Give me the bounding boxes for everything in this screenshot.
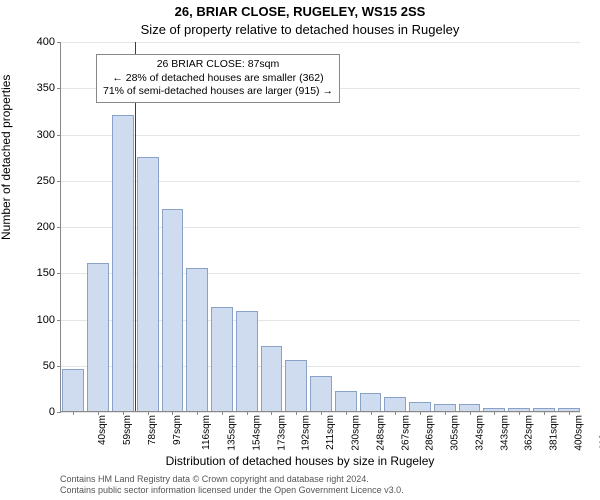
xtick-label: 59sqm	[122, 415, 133, 445]
histogram-bar	[137, 157, 159, 411]
ytick-label: 400	[37, 36, 61, 48]
histogram-bar	[384, 397, 406, 411]
xtick-mark	[470, 411, 471, 415]
ytick-label: 300	[37, 129, 61, 141]
xtick-label: 154sqm	[252, 415, 263, 451]
histogram-bar	[409, 402, 431, 411]
xtick-label: 343sqm	[499, 415, 510, 451]
histogram-bar	[310, 376, 332, 411]
xtick-label: 230sqm	[351, 415, 362, 451]
xtick-label: 267sqm	[400, 415, 411, 451]
credits-line1: Contains HM Land Registry data © Crown c…	[60, 474, 404, 485]
histogram-bar	[335, 391, 357, 411]
ytick-label: 0	[49, 406, 61, 418]
histogram-bar	[236, 311, 258, 411]
histogram-bar	[434, 404, 456, 411]
histogram-bar	[87, 263, 109, 411]
xtick-mark	[544, 411, 545, 415]
ytick-label: 200	[37, 221, 61, 233]
credits: Contains HM Land Registry data © Crown c…	[60, 474, 404, 496]
xtick-label: 97sqm	[172, 415, 183, 445]
xtick-mark	[296, 411, 297, 415]
histogram-bar	[186, 268, 208, 411]
histogram-bar	[62, 369, 84, 411]
xtick-mark	[420, 411, 421, 415]
xtick-mark	[346, 411, 347, 415]
y-axis-label: Number of detached properties	[0, 75, 13, 240]
xtick-mark	[123, 411, 124, 415]
credits-line2: Contains public sector information licen…	[60, 485, 404, 496]
xtick-mark	[271, 411, 272, 415]
xtick-label: 78sqm	[147, 415, 158, 445]
xtick-mark	[98, 411, 99, 415]
xtick-mark	[569, 411, 570, 415]
xtick-label: 381sqm	[549, 415, 560, 451]
plot-area: 05010015020025030035040040sqm59sqm78sqm9…	[60, 42, 580, 412]
histogram-bar	[261, 346, 283, 411]
xtick-mark	[197, 411, 198, 415]
histogram-bar	[285, 360, 307, 411]
xtick-label: 400sqm	[573, 415, 584, 451]
xtick-mark	[494, 411, 495, 415]
xtick-mark	[321, 411, 322, 415]
histogram-bar	[459, 404, 481, 411]
ytick-label: 350	[37, 82, 61, 94]
xtick-label: 192sqm	[301, 415, 312, 451]
xtick-label: 324sqm	[474, 415, 485, 451]
histogram-bar	[112, 115, 134, 411]
xtick-label: 40sqm	[97, 415, 108, 445]
xtick-mark	[371, 411, 372, 415]
xtick-label: 305sqm	[450, 415, 461, 451]
xtick-mark	[445, 411, 446, 415]
xtick-mark	[519, 411, 520, 415]
xtick-label: 286sqm	[425, 415, 436, 451]
xtick-mark	[247, 411, 248, 415]
xtick-mark	[395, 411, 396, 415]
ytick-label: 150	[37, 267, 61, 279]
chart-title-address: 26, BRIAR CLOSE, RUGELEY, WS15 2SS	[0, 4, 600, 19]
xtick-label: 116sqm	[201, 415, 212, 450]
ytick-label: 50	[43, 360, 61, 372]
ytick-label: 250	[37, 175, 61, 187]
xtick-mark	[148, 411, 149, 415]
x-axis-label: Distribution of detached houses by size …	[0, 454, 600, 468]
annotation-line3: 71% of semi-detached houses are larger (…	[103, 85, 333, 99]
annotation-line1: 26 BRIAR CLOSE: 87sqm	[103, 58, 333, 72]
histogram-bar	[360, 393, 382, 412]
gridline	[61, 42, 580, 43]
chart-title-desc: Size of property relative to detached ho…	[0, 22, 600, 37]
xtick-label: 211sqm	[325, 415, 336, 450]
xtick-label: 362sqm	[524, 415, 535, 451]
annotation-line2: ← 28% of detached houses are smaller (36…	[103, 72, 333, 86]
xtick-mark	[73, 411, 74, 415]
histogram-bar	[211, 307, 233, 411]
xtick-label: 135sqm	[227, 415, 238, 451]
histogram-bar	[162, 209, 184, 411]
ytick-label: 100	[37, 314, 61, 326]
gridline	[61, 135, 580, 136]
xtick-label: 173sqm	[276, 415, 287, 451]
xtick-mark	[172, 411, 173, 415]
xtick-mark	[222, 411, 223, 415]
xtick-label: 248sqm	[375, 415, 386, 451]
annotation-box: 26 BRIAR CLOSE: 87sqm ← 28% of detached …	[96, 54, 340, 103]
